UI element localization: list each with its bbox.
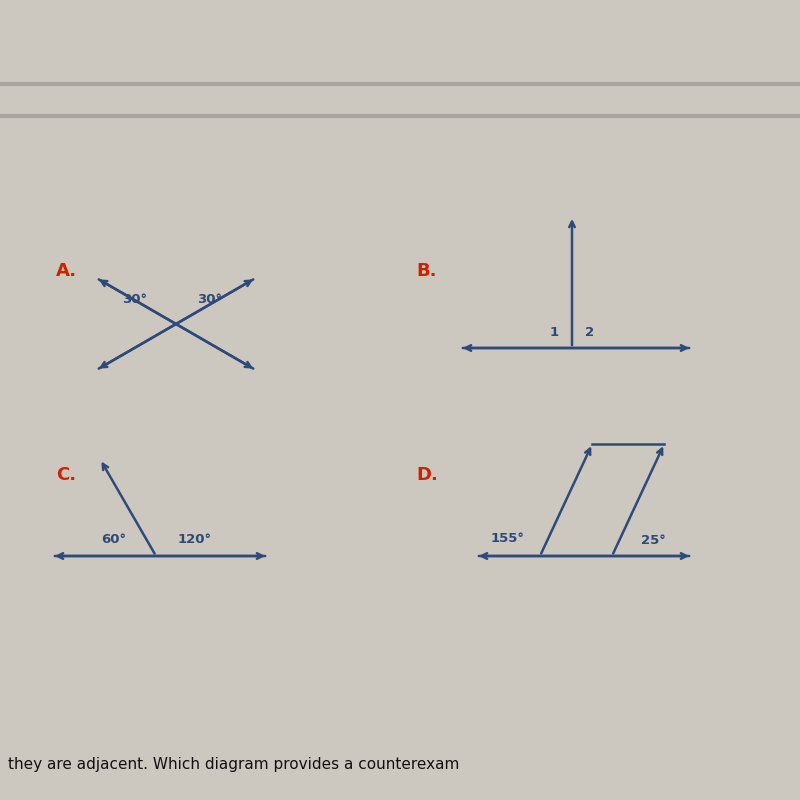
Text: they are adjacent. Which diagram provides a counterexam: they are adjacent. Which diagram provide… — [8, 757, 459, 771]
Text: A.: A. — [56, 262, 77, 280]
Text: 155°: 155° — [491, 531, 525, 545]
Text: 2: 2 — [585, 326, 594, 339]
Text: 1: 1 — [550, 326, 559, 339]
Text: 25°: 25° — [642, 534, 666, 547]
Text: 30°: 30° — [122, 294, 147, 306]
Text: 30°: 30° — [197, 294, 222, 306]
Text: C.: C. — [56, 466, 76, 484]
Text: B.: B. — [416, 262, 437, 280]
Text: 60°: 60° — [101, 533, 126, 546]
Text: D.: D. — [416, 466, 438, 484]
Text: 120°: 120° — [178, 533, 211, 546]
